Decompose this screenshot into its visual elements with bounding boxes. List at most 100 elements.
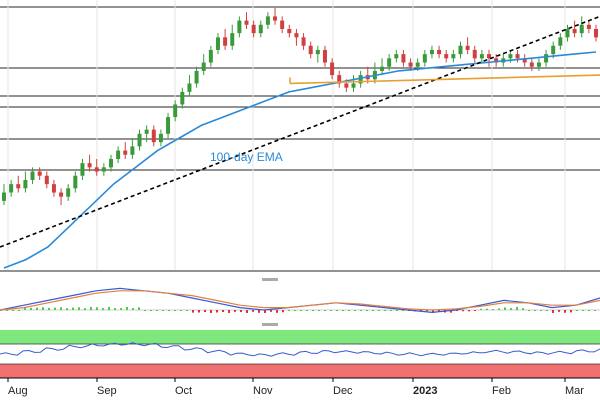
macd-hist-bar: [480, 308, 482, 310]
panel-dividers[interactable]: [262, 278, 278, 326]
macd-hist-bar: [198, 310, 200, 313]
macd-hist-bar: [456, 310, 458, 312]
rsi-oversold-zone: [0, 364, 600, 378]
candle-body: [487, 54, 492, 59]
macd-hist-bar: [486, 308, 488, 310]
candle-body: [287, 28, 292, 34]
macd-hist-bar: [510, 308, 512, 310]
candle-body: [180, 91, 185, 105]
candle-body: [465, 45, 470, 50]
candle-body: [394, 54, 399, 59]
macd-hist-bar: [582, 310, 584, 311]
macd-hist-bar: [294, 310, 296, 311]
candle-body: [158, 133, 163, 143]
macd-hist-bar: [108, 307, 110, 310]
macd-hist-bar: [48, 307, 50, 310]
candle-body: [244, 20, 249, 25]
macd-hist-bar: [24, 307, 26, 310]
macd-hist-bar: [36, 307, 38, 310]
candle-body: [94, 167, 99, 172]
panel-resize-handle[interactable]: [262, 323, 278, 326]
macd-hist-bar: [570, 310, 572, 313]
macd-hist-bar: [528, 310, 530, 311]
macd-hist-bar: [162, 310, 164, 311]
macd-hist-bar: [342, 310, 344, 311]
candle-body: [215, 37, 220, 50]
candle-body: [458, 45, 463, 55]
candle-body: [494, 58, 499, 63]
candle-body: [59, 192, 64, 197]
macd-hist-bar: [30, 307, 32, 310]
rsi-line: [0, 342, 600, 357]
candle-body: [444, 54, 449, 59]
x-tick-label: Aug: [8, 385, 28, 397]
macd-hist-bar: [18, 310, 20, 311]
macd-hist-bar: [396, 310, 398, 311]
macd-hist-bar: [432, 310, 434, 313]
candle-body: [208, 49, 213, 63]
rsi-panel: [0, 330, 600, 378]
price-panel: [0, 0, 600, 272]
candle-body: [572, 28, 577, 34]
macd-hist-bar: [426, 310, 428, 312]
macd-hist-bar: [102, 308, 104, 310]
macd-hist-bar: [192, 310, 194, 313]
candle-body: [30, 171, 35, 180]
macd-hist-bar: [498, 308, 500, 310]
macd-hist-bar: [564, 310, 566, 313]
candle-body: [551, 45, 556, 55]
macd-hist-bar: [12, 310, 14, 311]
candle-body: [194, 70, 199, 84]
candle-body: [415, 62, 420, 67]
candle-body: [130, 146, 135, 155]
macd-hist-bar: [114, 308, 116, 310]
candle-body: [137, 133, 142, 147]
panel-resize-handle[interactable]: [262, 278, 278, 281]
x-tick-label: Dec: [333, 385, 353, 397]
ema-label: 100-day EMA: [210, 150, 283, 164]
macd-hist-bar: [72, 307, 74, 310]
candle-body: [80, 163, 85, 176]
macd-hist-bar: [354, 310, 356, 311]
candle-body: [544, 54, 549, 63]
macd-hist-bar: [144, 310, 146, 311]
macd-hist-bar: [324, 310, 326, 311]
candle-body: [280, 20, 285, 29]
macd-hist-bar: [228, 310, 230, 313]
candle-body: [251, 24, 256, 34]
candle-body: [315, 49, 320, 55]
macd-hist-bar: [534, 310, 536, 311]
x-tick-label: Oct: [175, 385, 192, 397]
macd-hist-bar: [348, 310, 350, 311]
candle-body: [308, 45, 313, 55]
candle-body: [51, 184, 56, 193]
candle-body: [223, 37, 228, 46]
candle-body: [479, 54, 484, 59]
macd-hist-bar: [558, 310, 560, 312]
macd-hist-bar: [204, 310, 206, 313]
x-tick-label: Sep: [97, 385, 117, 397]
macd-hist-bar: [474, 310, 476, 311]
candle-body: [401, 54, 406, 63]
candle-body: [144, 129, 149, 134]
macd-hist-bar: [138, 307, 140, 310]
macd-hist-bar: [330, 310, 332, 311]
candle-body: [387, 58, 392, 67]
rsi-overbought-zone: [0, 330, 600, 344]
candle-body: [66, 188, 71, 197]
candle-body: [344, 83, 349, 88]
macd-hist-bar: [150, 310, 152, 311]
x-tick-label: Feb: [492, 385, 511, 397]
macd-hist-bar: [84, 308, 86, 310]
candle-body: [16, 184, 21, 189]
candle-body: [258, 24, 263, 34]
candle-body: [358, 75, 363, 84]
macd-hist-bar: [270, 310, 272, 312]
candle-body: [173, 104, 178, 118]
candle-body: [9, 184, 14, 193]
candle-body: [87, 163, 92, 168]
macd-hist-bar: [6, 310, 8, 311]
macd-hist-bar: [306, 310, 308, 311]
